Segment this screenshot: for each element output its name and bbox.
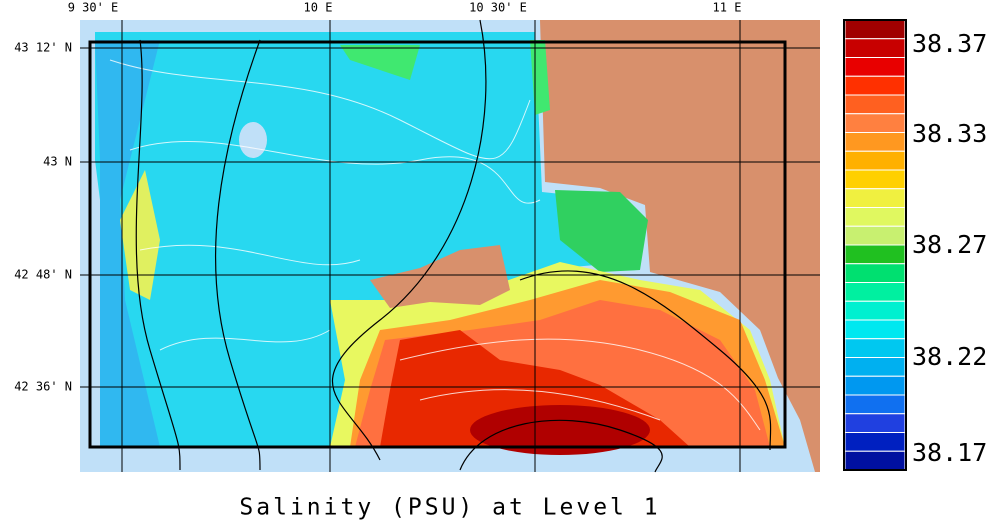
colorbar-swatch [844,94,906,115]
colorbar-swatch [844,244,906,265]
colorbar-label: 38.37 [912,29,987,58]
colorbar-swatch [844,432,906,452]
lat-label: 43 N [43,155,72,169]
colorbar-label: 38.22 [912,342,987,371]
colorbar-swatch [844,132,906,152]
lat-label: 42 36' N [14,380,72,394]
lon-label: 10 30' E [469,1,527,15]
colorbar-swatch [844,188,906,208]
colorbar-swatch [844,338,906,358]
green-patch [340,45,420,80]
colorbar-swatch [844,19,906,40]
isolines [109,59,761,431]
colorbar-swatch [844,75,906,96]
colorbar [843,19,907,471]
sea [95,32,632,447]
colorbar-swatch [844,450,906,471]
green-patch [555,190,648,272]
lon-label: 10 E [304,1,333,15]
lon-label: 11 E [713,1,742,15]
colorbar-label: 38.33 [912,119,987,148]
colorbar-swatch [844,319,906,340]
colorbar-swatch [844,57,906,77]
title: Salinity (PSU) at Level 1 [239,495,660,521]
colorbar-swatch [844,150,906,171]
graticule [80,20,820,472]
colorbar-swatch [844,225,906,246]
colorbar-swatch [844,413,906,433]
map [80,19,820,473]
colorbar-swatch [844,300,906,321]
colorbar-label: 38.27 [912,230,987,259]
sea-west [95,40,160,447]
island [370,245,510,308]
colorbar-swatch [844,357,906,377]
lake [239,122,267,158]
colorbar-swatch [844,207,906,227]
colorbar-swatch [844,113,906,133]
colorbar-label: 38.17 [912,438,987,467]
lon-label: 9 30' E [68,1,119,15]
colorbar-swatch [844,282,906,302]
yellow-patch [120,170,160,300]
colorbar-swatch [844,263,906,283]
lat-label: 42 48' N [14,268,72,282]
lat-label: 43 12' N [14,41,72,55]
colorbar-swatch [844,38,906,58]
colorbar-frame [843,19,907,471]
bathymetry [135,19,772,473]
subdomain-box [88,40,787,449]
colorbar-swatch [844,375,906,396]
colorbar-swatch [844,169,906,190]
colorbar-swatch [844,394,906,415]
hot-core [470,405,650,455]
